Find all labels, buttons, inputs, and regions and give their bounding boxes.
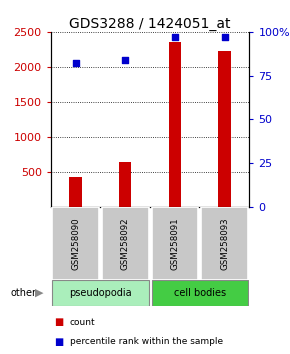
Point <box>222 34 227 40</box>
Bar <box>52 280 148 306</box>
Text: other: other <box>10 288 36 298</box>
Text: ■: ■ <box>54 317 63 327</box>
Point <box>173 34 177 40</box>
Text: ■: ■ <box>54 337 63 347</box>
Bar <box>169 42 181 207</box>
Bar <box>152 280 248 306</box>
Bar <box>119 162 131 207</box>
Bar <box>201 207 248 280</box>
Text: percentile rank within the sample: percentile rank within the sample <box>70 337 223 346</box>
Point <box>73 61 78 66</box>
Bar <box>52 207 99 280</box>
Bar <box>69 177 82 207</box>
Text: GSM258092: GSM258092 <box>121 217 130 270</box>
Bar <box>102 207 148 280</box>
Text: count: count <box>70 318 95 327</box>
Point <box>123 57 128 63</box>
Title: GDS3288 / 1424051_at: GDS3288 / 1424051_at <box>69 17 231 31</box>
Text: pseudopodia: pseudopodia <box>69 288 132 298</box>
Text: GSM258091: GSM258091 <box>171 217 180 270</box>
Bar <box>152 207 198 280</box>
Text: ▶: ▶ <box>35 288 43 298</box>
Text: GSM258090: GSM258090 <box>71 217 80 270</box>
Text: cell bodies: cell bodies <box>174 288 226 298</box>
Text: GSM258093: GSM258093 <box>220 217 229 270</box>
Bar <box>218 51 231 207</box>
